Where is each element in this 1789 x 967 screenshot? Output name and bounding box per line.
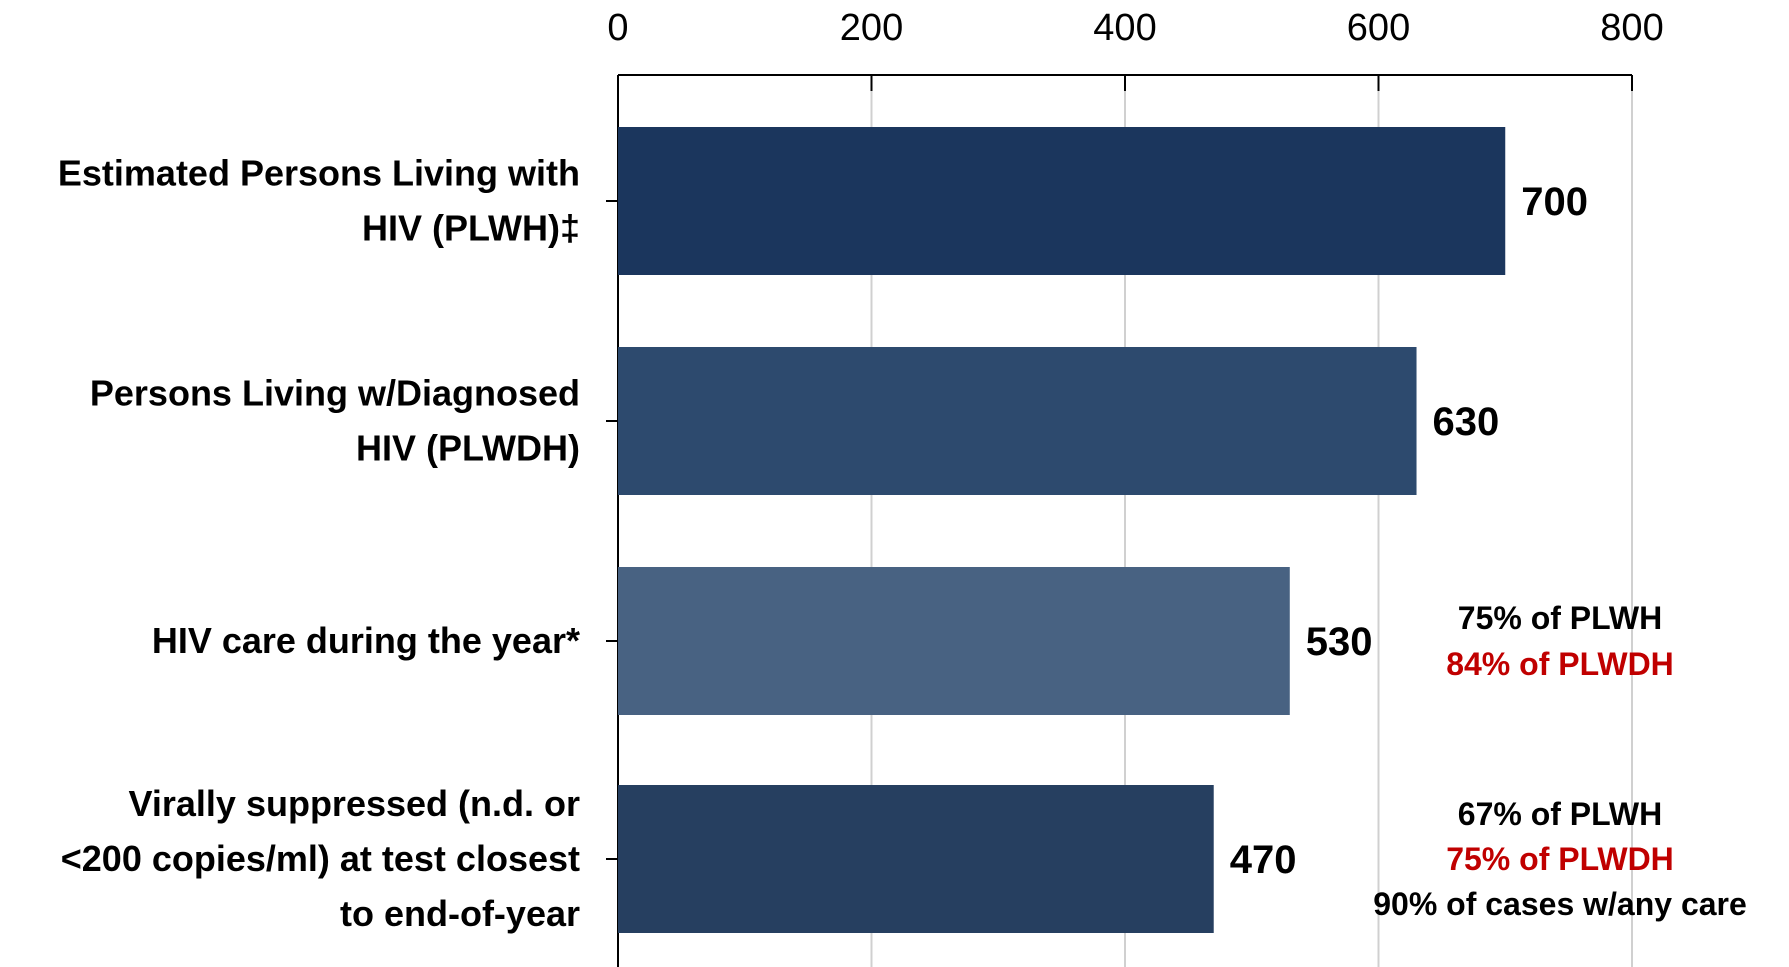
category-label: HIV (PLWDH) xyxy=(356,428,580,469)
bar-value-label: 530 xyxy=(1306,620,1373,664)
x-tick-label: 800 xyxy=(1600,7,1663,49)
annotation-text: 67% of PLWH xyxy=(1458,796,1662,832)
x-tick-label: 400 xyxy=(1093,7,1156,49)
category-labels: Estimated Persons Living with HIV (PLWH)‡… xyxy=(58,153,580,935)
annotation-text: 90% of cases w/any care xyxy=(1373,886,1747,922)
bar-value-label: 470 xyxy=(1230,838,1297,882)
x-tick-label: 200 xyxy=(840,7,903,49)
category-label: Virally suppressed (n.d. or xyxy=(129,783,580,824)
category-label: Persons Living w/Diagnosed xyxy=(90,373,580,414)
category-label: <200 copies/ml) at test closest xyxy=(61,838,580,879)
bar xyxy=(618,347,1417,495)
annotations: 75% of PLWH 84% of PLWDH 67% of PLWH 75% of… xyxy=(1373,600,1747,922)
bar xyxy=(618,785,1214,933)
bars xyxy=(618,127,1506,933)
bar xyxy=(618,127,1506,275)
annotation-text: 84% of PLWDH xyxy=(1446,646,1674,682)
bar-value-label: 630 xyxy=(1433,400,1500,444)
category-label: HIV (PLWH)‡ xyxy=(362,208,580,249)
category-label: Estimated Persons Living with xyxy=(58,153,580,194)
category-label: HIV care during the year* xyxy=(152,620,580,661)
category-label: to end-of-year xyxy=(340,893,580,934)
x-tick-label: 0 xyxy=(607,7,628,49)
annotation-text: 75% of PLWDH xyxy=(1446,841,1674,877)
annotation-text: 75% of PLWH xyxy=(1458,600,1662,636)
value-labels: 700 630 530 470 xyxy=(1230,180,1588,882)
bar xyxy=(618,567,1290,715)
x-tick-label: 600 xyxy=(1347,7,1410,49)
bar-value-label: 700 xyxy=(1521,180,1588,224)
